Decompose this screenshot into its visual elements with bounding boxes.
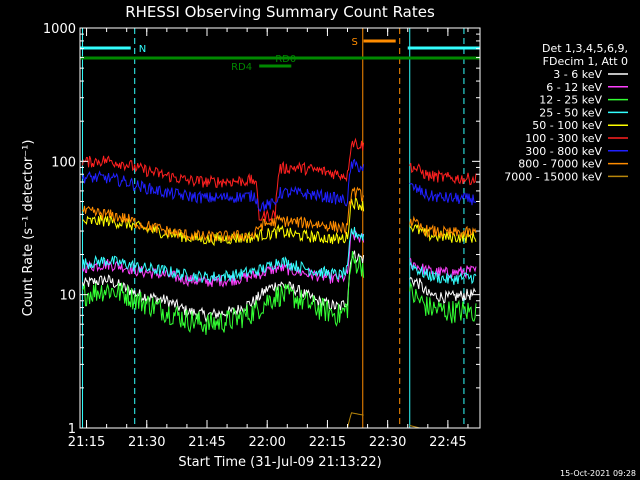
plot-frame [79,27,481,429]
x-axis-label: Start Time (31-Jul-09 21:13:22) [178,455,381,470]
x-tick-label-1: 21:30 [128,435,165,450]
x-tick-label-4: 22:15 [309,435,346,450]
series-line-5-0 [82,137,365,223]
y-tick-label-1: 10 [59,289,76,304]
series-line-1-0 [82,228,365,288]
y-tick-label-2: 100 [51,155,76,170]
series-line-0-1 [409,276,477,304]
x-tick-label-5: 22:30 [369,435,406,450]
x-tick-label-3: 22:00 [248,435,285,450]
y-tick-label-3: 1000 [43,22,76,37]
legend-label-7: 800 - 7000 keV [518,158,602,171]
series-line-0-0 [82,250,365,323]
legend-header-0: Det 1,3,4,5,6,9, [542,42,628,55]
legend-label-2: 12 - 25 keV [539,94,602,107]
series-line-7-1 [409,215,477,239]
legend-label-5: 100 - 300 keV [525,132,602,145]
legend-label-0: 3 - 6 keV [553,68,602,81]
series-line-6-1 [409,182,477,206]
flag-label-RD4: RD4 [231,62,252,73]
legend-label-3: 25 - 50 keV [539,106,602,119]
legend: Det 1,3,4,5,6,9,FDecim 1, Att 03 - 6 keV… [504,42,628,183]
y-axis-label: Count Rate (s⁻¹ detector⁻¹) [21,140,36,317]
legend-label-8: 7000 - 15000 keV [504,170,602,183]
x-tick-label-0: 21:15 [68,435,105,450]
x-axis: 21:15 21:30 21:45 22:00 22:15 22:30 22:45 [68,28,469,450]
series-line-2-0 [82,251,365,335]
flag-label-S: S [352,37,358,48]
legend-label-6: 300 - 800 keV [525,145,602,158]
series-line-5-1 [409,162,477,186]
series-line-2-1 [409,281,477,324]
legend-label-1: 6 - 12 keV [546,81,602,94]
series-line-3-0 [82,226,365,283]
y-axis: 1 10 100 1000 [43,22,480,437]
series-line-3-1 [409,261,477,285]
y-tick-label-0: 1 [68,422,76,437]
series-line-7-0 [82,186,365,243]
x-tick-label-6: 22:45 [429,435,466,450]
legend-label-4: 50 - 100 keV [532,119,602,132]
x-tick-label-2: 21:45 [188,435,225,450]
legend-header-1: FDecim 1, Att 0 [543,55,628,68]
chart-title: RHESSI Observing Summary Count Rates [125,3,435,21]
flag-label-N: N [139,44,146,55]
flag-label-RD0: RD0 [275,54,296,65]
timestamp-stamp: 15-Oct-2021 09:28 [560,469,636,478]
series-line-6-0 [82,158,365,213]
